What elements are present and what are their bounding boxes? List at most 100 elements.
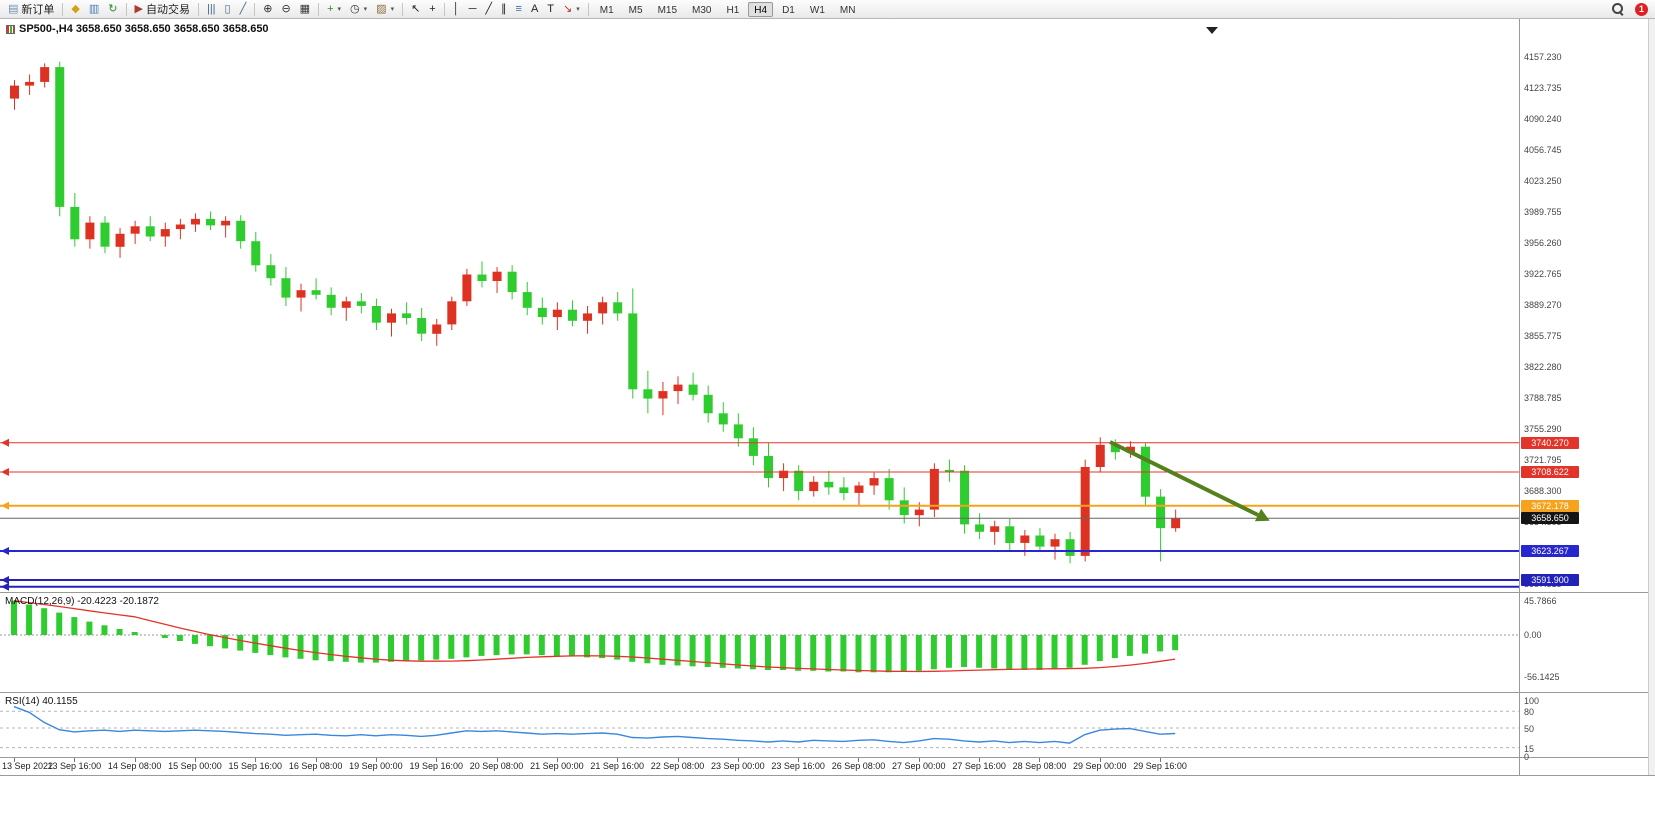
price-scale-label: 4090.240 [1524,113,1562,124]
periods-icon[interactable]: ◷ ▾ [346,1,371,18]
macd-signal-line [13,600,1176,673]
timeframe-button-h1[interactable]: H1 [726,4,740,16]
templates-icon[interactable]: ▨ ▾ [372,1,398,18]
new-order-icon: ▤ [8,2,19,15]
indicators-icon[interactable]: + ▾ [323,1,345,18]
toolbar-separator [62,2,64,16]
trend-arrow-annotation[interactable] [1109,440,1270,522]
chart-title: SP500-,H4 3658.650 3658.650 3658.650 365… [6,23,269,35]
panel-separator [0,775,1655,776]
toolbar-separator [587,2,589,16]
price-scale-label: 4023.250 [1524,175,1562,186]
timeframe-button-m15[interactable]: M15 [657,4,678,16]
icon-glyph: T [547,2,555,15]
horizontal-line[interactable] [0,576,1519,584]
price-scale-label: 4157.230 [1524,51,1562,62]
text-icon[interactable]: A [527,1,542,18]
candlesticks [10,61,1181,564]
horizontal-line[interactable] [0,438,1519,447]
toolbar-separator [318,2,320,16]
zoom-in-icon[interactable]: ⊕ [259,1,276,18]
icon-glyph: ─ [468,2,477,15]
refresh-icon[interactable]: ↻ [104,1,121,18]
timeframe-button-m30[interactable]: M30 [692,4,712,16]
price-scale-label: 3922.765 [1524,268,1562,279]
rsi-panel[interactable] [0,694,1519,757]
macd-scale-label: 45.7866 [1524,595,1557,606]
channel-icon[interactable]: ∥ [497,1,511,18]
time-scale-label: 14 Sep 08:00 [107,761,162,771]
panel-separator [0,757,1655,758]
time-tick [14,758,15,762]
timeframe-button-m5[interactable]: M5 [628,4,643,16]
vertical-line-icon[interactable]: │ [449,1,464,18]
chevron-down-icon: ▾ [390,6,395,13]
time-tick [194,758,196,762]
time-scale-label: 28 Sep 08:00 [1012,761,1067,771]
autotrade-button[interactable]: ▶ 自动交易 [131,1,194,18]
time-tick [918,758,920,762]
horizontal-line[interactable] [0,501,1519,510]
chart-shift-marker[interactable] [1206,27,1218,34]
time-tick [556,758,558,762]
horizontal-line[interactable] [0,468,1519,476]
toolbar-separator [125,2,127,16]
time-tick [74,758,76,762]
horizontal-line[interactable] [0,582,1519,591]
timeframe-button-m1[interactable]: M1 [599,4,614,16]
cursor-icon[interactable]: ↖ [407,1,424,18]
time-tick [858,758,860,762]
notification-badge[interactable]: 1 [1635,2,1648,16]
time-scale-label: 26 Sep 08:00 [831,761,886,771]
price-scale-label: 3855.775 [1524,330,1562,341]
timeframe-button-h4[interactable]: H4 [748,1,774,17]
icon-glyph: + [429,2,436,15]
icon-glyph: ╱ [485,2,493,15]
icon-glyph: ↖ [411,2,421,15]
macd-label: MACD(12,26,9) -20.4223 -20.1872 [5,596,159,607]
autotrade-label: 自动交易 [145,4,190,16]
time-tick [134,758,136,762]
time-scale-label: 27 Sep 00:00 [892,761,946,771]
search-button[interactable] [1608,1,1628,18]
market-watch-icon[interactable]: ▥ [85,1,103,18]
macd-panel[interactable] [0,593,1519,692]
icon-glyph: ⊖ [281,2,291,15]
timeframe-button-mn[interactable]: MN [839,4,856,16]
timeframe-button-w1[interactable]: W1 [809,4,825,16]
price-badge: 3658.650 [1521,512,1579,525]
zoom-out-icon[interactable]: ⊖ [277,1,294,18]
toolbar-separator [443,2,445,16]
new-order-button[interactable]: ▤ 新订单 [4,1,58,18]
time-scale-label: 13 Sep 2022 [2,761,54,771]
price-chart[interactable] [0,19,1519,592]
macd-histogram [11,600,1179,673]
horizontal-line[interactable] [0,547,1519,555]
icon-glyph: ↘ [563,2,573,15]
rsi-scale-label: 0 [1524,752,1530,762]
chart-icon [6,24,15,34]
arrows-icon[interactable]: ↘ ▾ [559,1,584,18]
icon-glyph: ⊕ [263,2,273,15]
panel-separator [0,592,1655,593]
icon-glyph: ∥ [501,2,507,15]
trendline-icon[interactable]: ╱ [481,1,496,18]
horizontal-line-icon[interactable]: ─ [465,1,481,18]
price-scale-label: 3688.300 [1524,485,1562,496]
label-icon[interactable]: T [543,1,558,18]
horn-icon[interactable]: ◆ [67,1,83,18]
fibonacci-icon[interactable]: ≡ [512,1,526,18]
time-scale-label: 29 Sep 16:00 [1133,761,1187,771]
time-scale-label: 19 Sep 00:00 [349,761,403,771]
crosshair-icon[interactable]: + [425,1,439,18]
chart-candles-icon[interactable]: ▯ [221,1,235,18]
tile-windows-icon[interactable]: ▦ [296,1,314,18]
chart-line-icon[interactable]: ╱ [236,1,251,18]
chevron-down-icon: ▾ [576,6,580,13]
price-badge: 3740.270 [1521,436,1579,449]
chart-title-text: SP500-,H4 3658.650 3658.650 3658.650 365… [19,23,269,35]
autotrade-icon: ▶ [134,2,143,15]
timeframe-button-d1[interactable]: D1 [782,4,795,16]
chart-bars-icon[interactable]: ||| [203,1,220,18]
time-tick [1039,758,1041,762]
